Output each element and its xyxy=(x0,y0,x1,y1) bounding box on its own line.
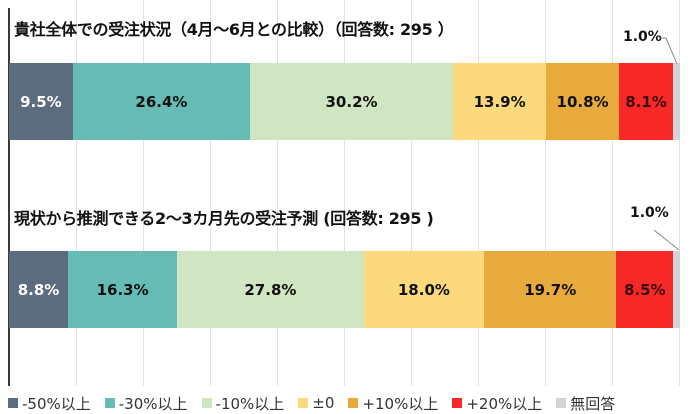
callout-leader-line-1 xyxy=(660,37,678,65)
legend-swatch-icon xyxy=(8,398,18,408)
bar-current-orders: 9.5% 26.4% 30.2% 13.9% 10.8% 8.1% xyxy=(9,63,680,140)
gridline xyxy=(545,0,546,386)
legend: -50%以上 -30%以上 -10%以上 ±0 +10%以上 +20%以上 無回答 xyxy=(0,392,700,414)
legend-label: +20%以上 xyxy=(466,394,543,413)
bar-segment--30%以上: 26.4% xyxy=(72,63,251,140)
callout-leader-line-2 xyxy=(653,229,680,251)
bar-segment--10%以上: 27.8% xyxy=(177,251,364,328)
legend-swatch-icon xyxy=(201,398,212,408)
bar-segment-+20%以上: 8.1% xyxy=(618,63,674,140)
bar-segment-+10%以上: 10.8% xyxy=(546,63,619,140)
bar-segment-無回答 xyxy=(673,251,680,328)
legend-label: -10%以上 xyxy=(215,394,285,413)
legend-label: ±0 xyxy=(312,394,335,412)
legend-label: +10%以上 xyxy=(362,394,439,413)
bar-segment--10%以上: 30.2% xyxy=(250,63,453,140)
gridline xyxy=(277,0,278,386)
legend-swatch-icon xyxy=(104,398,115,408)
legend-swatch-icon xyxy=(452,398,463,408)
gridline xyxy=(411,0,412,386)
gridline xyxy=(210,0,211,386)
legend-item: +10%以上 xyxy=(348,393,438,414)
gridline xyxy=(478,0,479,386)
bar-segment--50%以上: 8.8% xyxy=(9,251,68,328)
y-axis-line xyxy=(8,8,10,386)
bar-segment--50%以上: 9.5% xyxy=(9,63,73,140)
gridline xyxy=(612,0,613,386)
gridline xyxy=(679,0,680,386)
bar-segment-無回答 xyxy=(673,63,680,140)
no-answer-callout-1: 1.0% xyxy=(623,29,662,45)
legend-item: +20%以上 xyxy=(452,393,542,414)
plot-area xyxy=(9,0,680,386)
legend-item: -50%以上 xyxy=(8,393,91,414)
bar-segment-±0: 18.0% xyxy=(363,251,485,328)
bar-segment--30%以上: 16.3% xyxy=(67,251,178,328)
chart-title-current-orders: 貴社全体での受注状況（4月～6月との比較）（回答数: 295 ） xyxy=(14,20,454,39)
gridline xyxy=(76,0,77,386)
gridline xyxy=(143,0,144,386)
legend-item: -30%以上 xyxy=(104,393,188,414)
legend-swatch-icon xyxy=(348,398,359,408)
legend-item: ±0 xyxy=(298,394,334,412)
legend-swatch-icon xyxy=(556,398,567,408)
bar-order-forecast: 8.8% 16.3% 27.8% 18.0% 19.7% 8.5% xyxy=(9,251,680,328)
bar-segment-±0: 13.9% xyxy=(452,63,547,140)
bar-segment-+20%以上: 8.5% xyxy=(616,251,674,328)
chart-title-forecast: 現状から推測できる2～3カ月先の受注予測 (回答数: 295 ) xyxy=(14,209,434,228)
legend-item: 無回答 xyxy=(556,393,615,414)
legend-label: -30%以上 xyxy=(118,394,188,413)
gridline xyxy=(344,0,345,386)
no-answer-callout-2: 1.0% xyxy=(630,205,669,221)
legend-swatch-icon xyxy=(298,398,309,408)
legend-label: -50%以上 xyxy=(22,394,91,413)
legend-item: -10%以上 xyxy=(201,393,285,414)
bar-segment-+10%以上: 19.7% xyxy=(484,251,617,328)
legend-label: 無回答 xyxy=(570,394,616,413)
